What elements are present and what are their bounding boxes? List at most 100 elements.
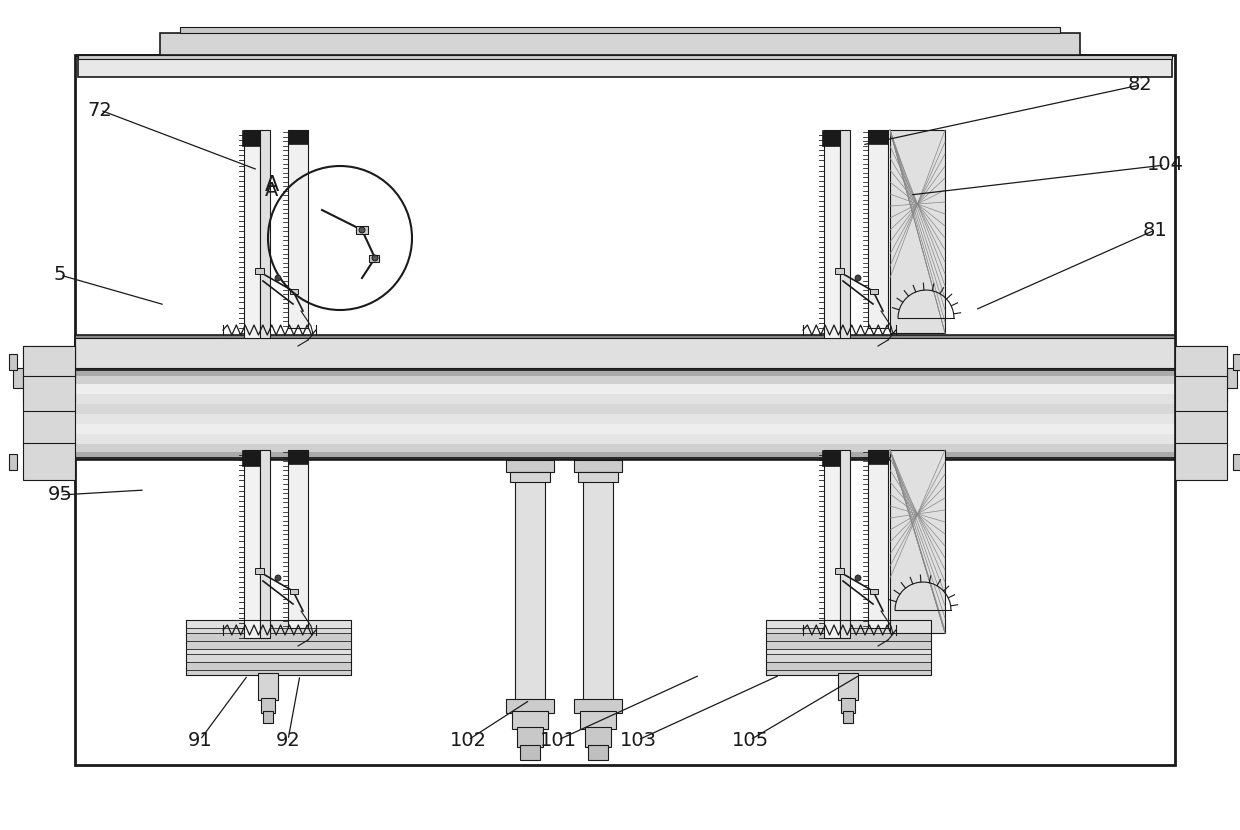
Text: 101: 101 <box>539 730 577 749</box>
Bar <box>74 404 1176 414</box>
Bar <box>186 662 351 670</box>
Bar <box>585 727 611 747</box>
Bar <box>870 289 878 294</box>
Bar <box>766 620 931 675</box>
Bar <box>835 568 844 574</box>
Circle shape <box>275 275 281 281</box>
Bar <box>74 384 1176 394</box>
Bar <box>766 628 931 633</box>
Bar <box>74 335 1176 338</box>
Bar <box>74 376 1176 384</box>
Bar <box>74 414 1176 424</box>
Text: 81: 81 <box>1142 221 1167 240</box>
Text: 102: 102 <box>449 730 486 749</box>
Bar <box>822 130 839 146</box>
Bar <box>74 335 1176 460</box>
Bar <box>370 255 379 262</box>
Bar <box>835 268 844 274</box>
Bar <box>825 130 839 338</box>
Circle shape <box>360 227 365 233</box>
Bar <box>74 371 1176 376</box>
Bar <box>74 452 1176 457</box>
Text: 104: 104 <box>1147 155 1183 174</box>
Text: 95: 95 <box>47 486 72 505</box>
Bar <box>186 654 351 662</box>
Bar <box>186 641 351 649</box>
Bar <box>1176 346 1228 374</box>
Circle shape <box>372 255 378 261</box>
Bar <box>160 33 1080 55</box>
Bar <box>74 457 1176 460</box>
Bar <box>288 450 308 628</box>
Bar <box>24 443 74 480</box>
Bar <box>766 649 931 654</box>
Bar <box>74 434 1176 444</box>
Bar <box>24 346 74 378</box>
Bar <box>186 633 351 641</box>
Bar <box>868 450 888 464</box>
Bar <box>255 568 264 574</box>
Bar <box>74 444 1176 452</box>
Circle shape <box>856 275 861 281</box>
Bar <box>1176 376 1228 412</box>
Bar <box>766 662 931 670</box>
Bar <box>843 711 853 723</box>
Bar <box>1228 368 1238 388</box>
Bar <box>766 633 931 641</box>
Bar <box>890 130 945 333</box>
Text: 82: 82 <box>1127 76 1152 95</box>
Bar <box>512 711 548 729</box>
Bar <box>766 620 931 628</box>
Bar <box>838 673 858 700</box>
Bar <box>870 589 878 594</box>
Bar <box>74 368 1176 371</box>
Bar <box>78 55 1172 59</box>
Bar <box>574 460 622 472</box>
Bar <box>255 268 264 274</box>
Bar <box>288 130 308 328</box>
Bar <box>74 55 1176 765</box>
Bar <box>520 745 539 760</box>
Bar <box>578 472 618 482</box>
Text: 92: 92 <box>275 730 300 749</box>
Bar <box>580 711 616 729</box>
Bar <box>1176 346 1228 378</box>
Bar <box>258 673 278 700</box>
Bar <box>186 620 351 628</box>
Bar <box>822 450 839 466</box>
Bar <box>12 368 24 388</box>
Bar <box>1233 454 1240 470</box>
Bar <box>9 454 17 470</box>
Bar <box>868 450 888 628</box>
Bar <box>186 649 351 654</box>
Text: A: A <box>265 175 279 195</box>
Bar <box>506 460 554 472</box>
Bar <box>290 289 298 294</box>
Bar <box>839 130 849 338</box>
Text: 72: 72 <box>88 100 113 120</box>
Bar <box>290 589 298 594</box>
Bar <box>263 711 273 723</box>
Bar <box>766 641 931 649</box>
Bar <box>24 372 74 402</box>
Bar <box>24 376 74 412</box>
Bar <box>24 346 74 374</box>
Bar <box>356 226 368 234</box>
Bar <box>9 354 17 370</box>
Bar <box>244 450 260 638</box>
Bar <box>574 699 622 713</box>
Bar <box>24 411 74 445</box>
Bar <box>288 450 308 464</box>
Bar <box>242 450 260 466</box>
Bar <box>180 27 1060 33</box>
Bar <box>186 620 351 675</box>
Bar <box>841 698 856 713</box>
Text: 91: 91 <box>187 730 212 749</box>
Bar <box>74 338 1176 368</box>
Text: A: A <box>265 180 279 199</box>
Bar <box>242 130 260 146</box>
Bar <box>74 424 1176 434</box>
Bar <box>186 628 351 633</box>
Bar <box>517 727 543 747</box>
Bar <box>868 130 888 144</box>
